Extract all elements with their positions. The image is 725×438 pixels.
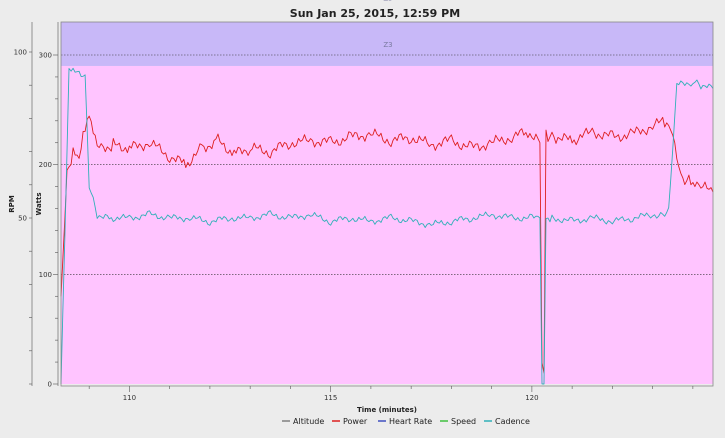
legend-entry: Heart Rate <box>389 417 432 426</box>
gridlines <box>61 54 713 275</box>
time-tick-label: 110 <box>123 394 136 402</box>
power-zone-label: Z3 <box>383 0 392 2</box>
chart-title: Sun Jan 25, 2015, 12:59 PM <box>290 7 460 20</box>
watts-axis: 0 100 200 300 <box>39 22 59 389</box>
time-axis-label: Time (minutes) <box>357 406 417 414</box>
time-axis: 110 115 120 <box>88 386 694 402</box>
series-line-power <box>60 115 714 374</box>
time-tick-label: 115 <box>324 394 337 402</box>
series-line-cadence <box>60 67 714 385</box>
watts-axis-label: Watts <box>35 192 43 215</box>
power-zone-label: Z3 <box>383 41 392 49</box>
watts-tick-label: 0 <box>48 381 52 389</box>
plot-frame <box>60 21 714 387</box>
legend-entry: Speed <box>451 417 476 426</box>
rpm-tick-label: 100 <box>14 49 27 57</box>
legend-entry: Cadence <box>495 417 530 426</box>
watts-tick-label: 100 <box>39 271 52 279</box>
legend-entry: Power <box>343 417 368 426</box>
power-zones: Z3Z3Z4 <box>61 0 713 384</box>
watts-tick-label: 200 <box>39 161 52 169</box>
legend-entry: Altitude <box>293 417 324 426</box>
rpm-axis: 50 100 <box>14 22 33 386</box>
series-lines <box>60 67 714 385</box>
time-tick-label: 120 <box>525 394 538 402</box>
legend: Altitude Power Heart Rate Speed Cadence <box>282 417 530 426</box>
rpm-axis-label: RPM <box>8 195 16 213</box>
power-zone-band <box>61 65 713 384</box>
power-zone-band <box>61 22 713 66</box>
rpm-tick-label: 50 <box>18 215 27 223</box>
watts-tick-label: 300 <box>39 52 52 60</box>
plot-area: Z3Z3Z4 <box>60 0 714 387</box>
